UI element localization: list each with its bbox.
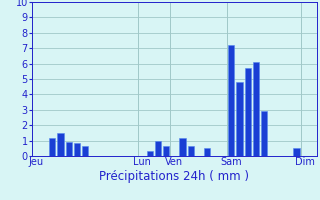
Bar: [261, 111, 267, 156]
Bar: [49, 138, 55, 156]
Bar: [147, 151, 153, 156]
Bar: [180, 138, 186, 156]
Bar: [204, 148, 210, 156]
Bar: [253, 62, 259, 156]
Bar: [236, 82, 243, 156]
Bar: [66, 142, 72, 156]
Bar: [293, 148, 300, 156]
Bar: [163, 146, 169, 156]
Bar: [82, 146, 88, 156]
Bar: [244, 68, 251, 156]
Bar: [188, 146, 194, 156]
Bar: [57, 133, 64, 156]
Bar: [74, 143, 80, 156]
Bar: [228, 45, 235, 156]
Bar: [155, 141, 161, 156]
X-axis label: Précipitations 24h ( mm ): Précipitations 24h ( mm ): [100, 170, 249, 183]
